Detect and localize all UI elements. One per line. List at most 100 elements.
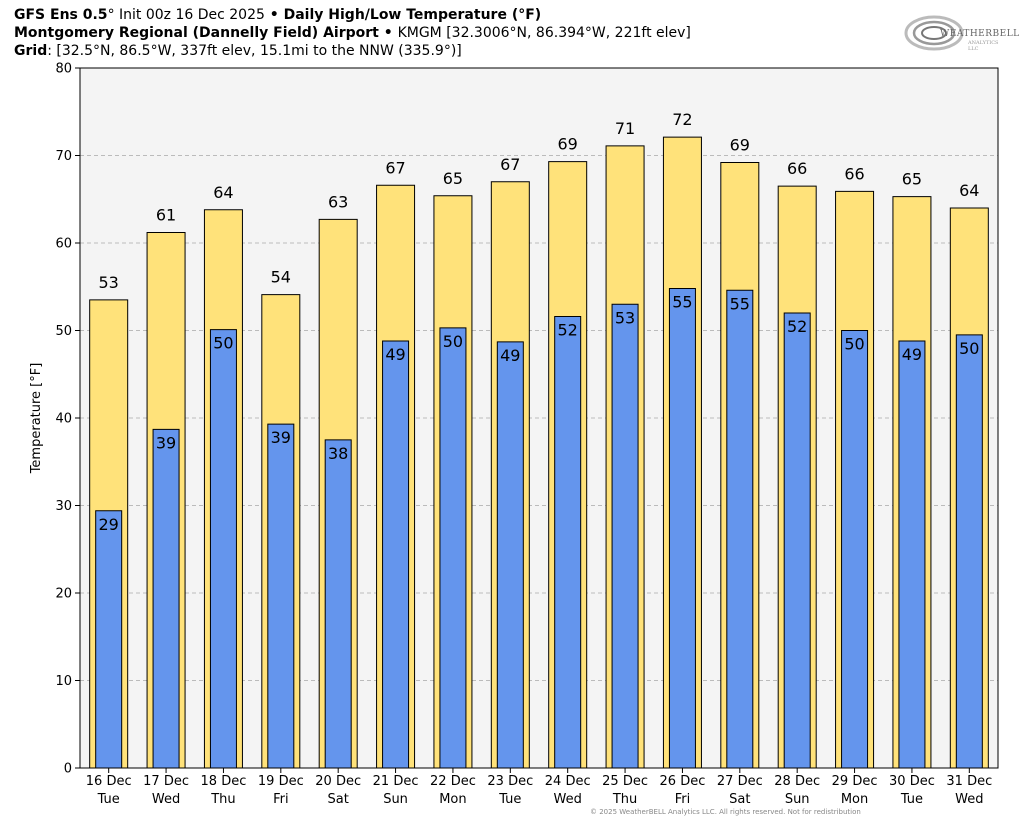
x-tick-date-label: 22 Dec	[430, 774, 476, 789]
y-tick-label: 40	[55, 412, 72, 427]
x-tick-day-label: Wed	[955, 792, 983, 807]
x-tick-date-label: 30 Dec	[889, 774, 935, 789]
model-name: GFS Ens 0.5	[14, 7, 108, 23]
high-temp-label: 69	[558, 135, 578, 154]
low-temp-label: 29	[99, 515, 119, 534]
plot-frame	[79, 67, 999, 769]
high-temp-label: 72	[672, 110, 692, 129]
high-temp-label: 66	[844, 164, 864, 183]
low-temp-bar	[152, 428, 180, 769]
x-tick-date-label: 27 Dec	[717, 774, 763, 789]
bullet-separator: •	[378, 25, 398, 41]
low-temp-bar	[611, 303, 639, 769]
high-temp-label: 61	[156, 206, 176, 225]
chart-header: GFS Ens 0.5° Init 00z 16 Dec 2025 • Dail…	[14, 6, 691, 60]
init-time: Init 00z 16 Dec 2025	[114, 7, 265, 23]
low-temp-bar	[382, 340, 410, 769]
y-tick-label: 60	[55, 237, 72, 252]
x-tick-day-label: Tue	[498, 792, 521, 807]
low-temp-bar	[439, 327, 467, 769]
x-tick-day-label: Tue	[900, 792, 923, 807]
product-name: Daily High/Low Temperature (°F)	[283, 7, 542, 23]
high-temp-label: 67	[385, 158, 405, 177]
logo-subtext: ANALYTICS LLC	[968, 40, 999, 52]
high-temp-label: 71	[615, 119, 635, 138]
x-tick-day-label: Wed	[152, 792, 180, 807]
x-tick-day-label: Fri	[675, 792, 691, 807]
low-temp-label: 49	[385, 345, 405, 364]
x-tick-day-label: Sat	[729, 792, 750, 807]
low-temp-bar	[496, 341, 524, 769]
x-tick-day-label: Thu	[210, 792, 235, 807]
logo-text: WEATHERBELL	[940, 29, 1020, 39]
high-temp-label: 67	[500, 155, 520, 174]
x-tick-date-label: 20 Dec	[315, 774, 361, 789]
low-temp-bar	[554, 316, 582, 769]
x-tick-day-label: Wed	[554, 792, 582, 807]
copyright-text: © 2025 WeatherBELL Analytics LLC. All ri…	[590, 808, 861, 816]
low-temp-bar	[841, 330, 869, 769]
low-temp-label: 50	[844, 335, 864, 354]
high-temp-label: 63	[328, 192, 348, 211]
station-name: Montgomery Regional (Dannelly Field) Air…	[14, 25, 379, 41]
high-temp-label: 65	[443, 169, 463, 188]
x-tick-date-label: 31 Dec	[946, 774, 992, 789]
grid-label: Grid	[14, 43, 48, 59]
y-tick-label: 80	[55, 62, 72, 77]
high-temp-label: 64	[959, 181, 979, 200]
low-temp-label: 50	[213, 334, 233, 353]
grid-info: : [32.5°N, 86.5°W, 337ft elev, 15.1mi to…	[47, 43, 462, 59]
station-info: KMGM [32.3006°N, 86.394°W, 221ft elev]	[397, 25, 691, 41]
low-temp-label: 39	[156, 433, 176, 452]
low-temp-label: 49	[902, 345, 922, 364]
x-tick-day-label: Tue	[97, 792, 120, 807]
low-temp-label: 53	[615, 308, 635, 327]
high-temp-label: 66	[787, 159, 807, 178]
low-temp-bar	[209, 329, 237, 769]
low-temp-bar	[267, 423, 295, 769]
low-temp-bar	[324, 439, 352, 769]
x-tick-date-label: 23 Dec	[487, 774, 533, 789]
high-temp-label: 54	[271, 268, 291, 287]
high-temp-label: 64	[213, 183, 233, 202]
x-tick-date-label: 19 Dec	[258, 774, 304, 789]
low-temp-label: 39	[271, 428, 291, 447]
x-tick-day-label: Sat	[328, 792, 349, 807]
high-temp-label: 53	[99, 273, 119, 292]
x-tick-day-label: Sun	[785, 792, 810, 807]
weatherbell-logo: WEATHERBELL ANALYTICS LLC	[900, 8, 1019, 58]
degree-symbol: °	[107, 7, 115, 23]
low-temp-label: 50	[959, 339, 979, 358]
y-tick-label: 30	[55, 499, 72, 514]
low-temp-label: 49	[500, 346, 520, 365]
low-temp-bar	[898, 340, 926, 769]
x-tick-day-label: Mon	[439, 792, 466, 807]
y-axis-label: Temperature [°F]	[29, 363, 44, 475]
y-tick-label: 0	[64, 762, 72, 777]
low-temp-bar	[668, 288, 696, 769]
low-temp-bar	[955, 334, 983, 769]
y-tick-label: 50	[55, 324, 72, 339]
x-tick-date-label: 21 Dec	[373, 774, 419, 789]
x-tick-date-label: 25 Dec	[602, 774, 648, 789]
x-tick-day-label: Fri	[273, 792, 289, 807]
header-line-1: GFS Ens 0.5° Init 00z 16 Dec 2025 • Dail…	[14, 6, 691, 24]
low-temp-label: 55	[730, 294, 750, 313]
x-tick-date-label: 24 Dec	[545, 774, 591, 789]
x-tick-date-label: 16 Dec	[86, 774, 132, 789]
x-tick-day-label: Sun	[383, 792, 408, 807]
x-tick-date-label: 17 Dec	[143, 774, 189, 789]
x-tick-day-label: Thu	[612, 792, 637, 807]
y-tick-label: 20	[55, 587, 72, 602]
y-tick-label: 10	[55, 674, 72, 689]
x-tick-date-label: 26 Dec	[660, 774, 706, 789]
x-tick-date-label: 18 Dec	[201, 774, 247, 789]
low-temp-label: 52	[787, 317, 807, 336]
y-tick-label: 70	[55, 149, 72, 164]
x-tick-date-label: 28 Dec	[774, 774, 820, 789]
bullet-separator: •	[264, 7, 284, 23]
header-line-3: Grid: [32.5°N, 86.5°W, 337ft elev, 15.1m…	[14, 42, 691, 60]
low-temp-label: 52	[558, 321, 578, 340]
header-line-2: Montgomery Regional (Dannelly Field) Air…	[14, 24, 691, 42]
